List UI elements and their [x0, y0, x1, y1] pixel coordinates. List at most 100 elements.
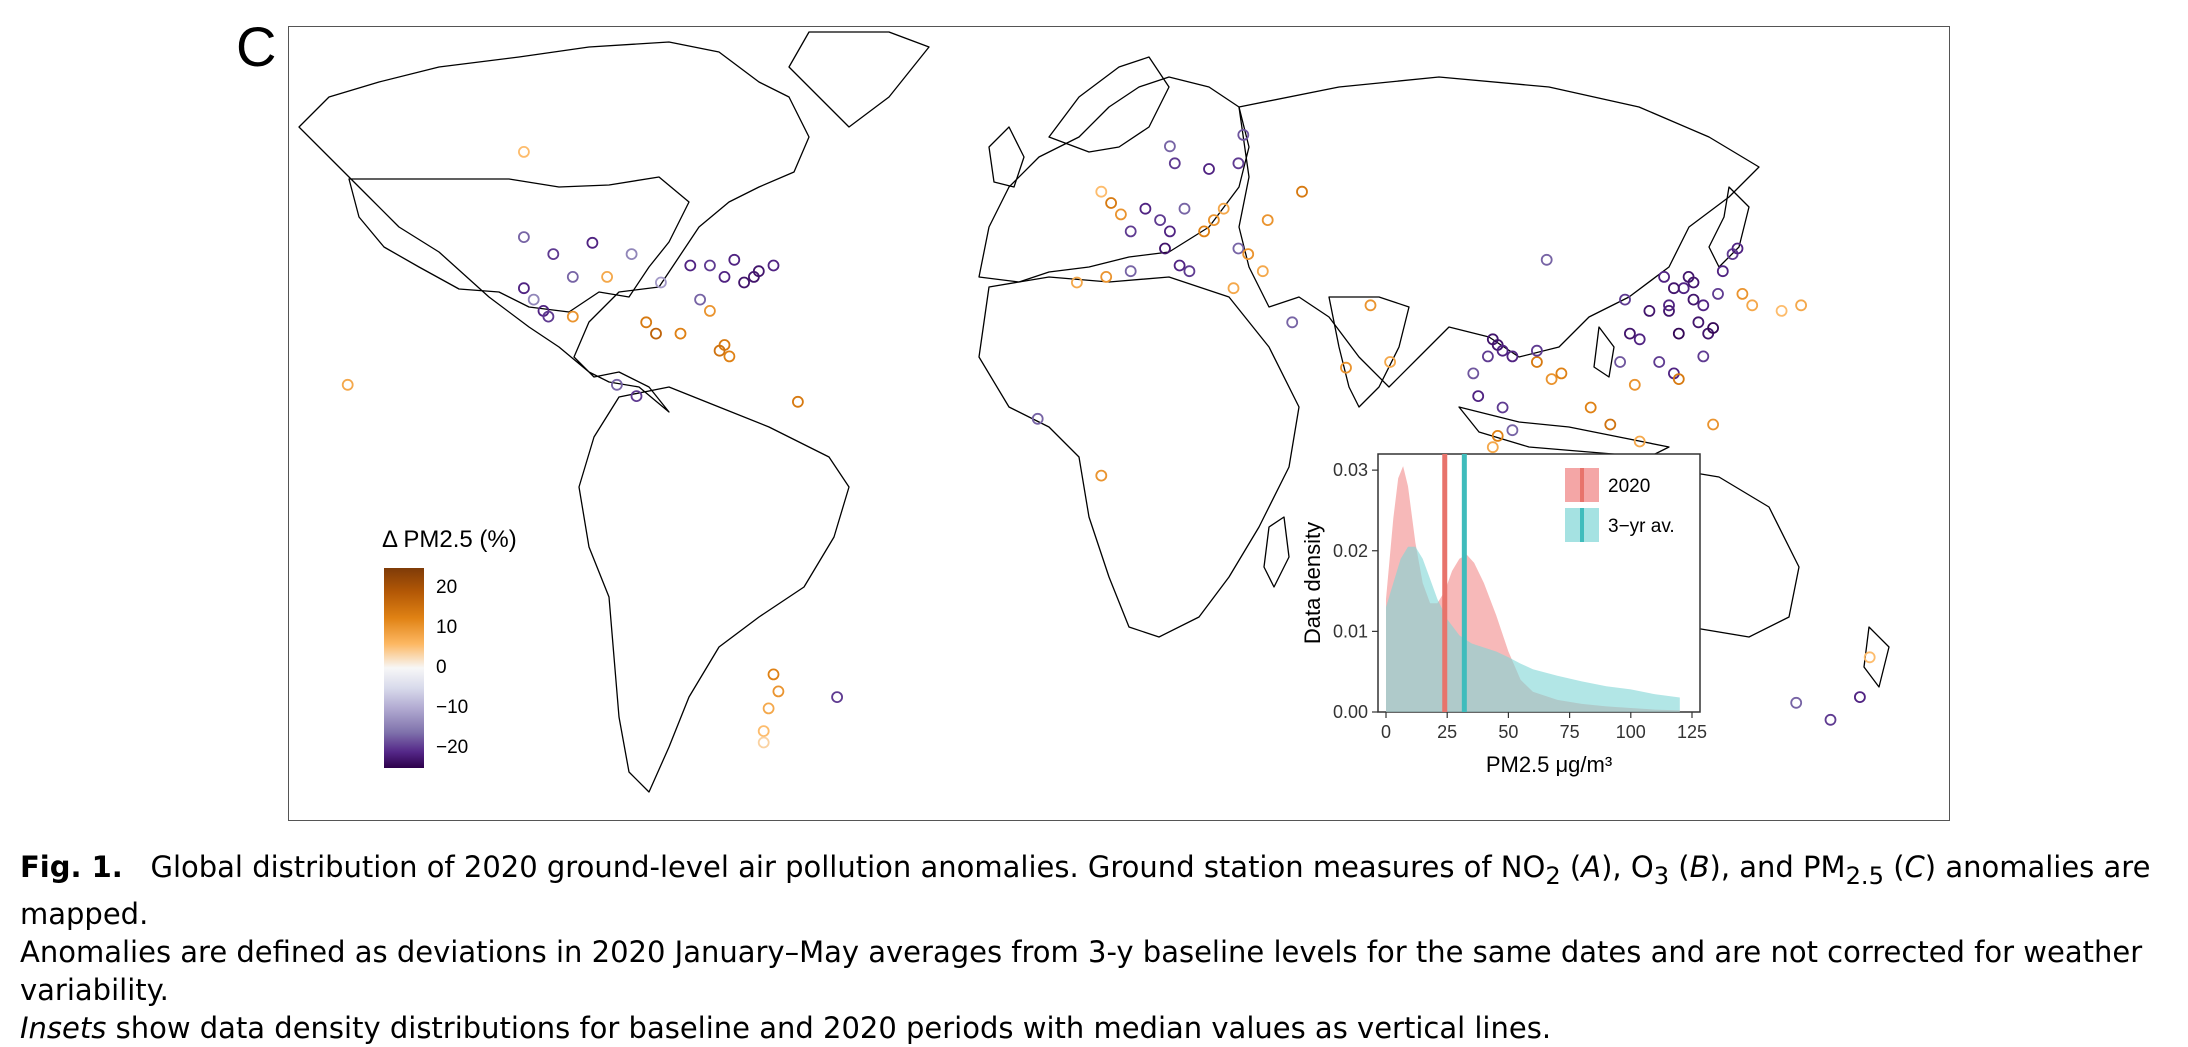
density-inset: 0 25 50 75 100 125 0.00 0.01 0.02 0.03 PM2.5 μg/m³… [1290, 450, 1710, 790]
legend-tick-mark [424, 628, 432, 630]
caption-insets-word: Insets [20, 1010, 107, 1045]
panel-letter: C [236, 15, 277, 78]
station-marker [1482, 350, 1494, 363]
caption-panel-ref: A [1581, 850, 1602, 884]
station-marker [1232, 157, 1245, 170]
station-marker [703, 259, 716, 272]
legend-tick-mark [424, 588, 432, 590]
station-marker [1467, 367, 1480, 380]
station-marker [757, 725, 770, 737]
station-marker [1633, 333, 1646, 346]
station-marker [1584, 401, 1597, 414]
greenland-outline [788, 31, 930, 128]
legend-title: Δ PM2.5 (%) [382, 526, 517, 553]
x-tick-label: 0 [1381, 722, 1391, 742]
station-marker [1183, 265, 1196, 278]
station-marker [1242, 248, 1255, 261]
station-marker [586, 236, 599, 249]
station-marker [1731, 242, 1744, 255]
station-marker [1237, 129, 1250, 141]
station-marker [1486, 333, 1499, 346]
legend-color-bar [384, 568, 424, 768]
station-marker [752, 265, 765, 278]
caption-text: ( [1669, 850, 1690, 884]
station-marker [1154, 214, 1166, 227]
station-marker [1164, 140, 1176, 153]
japan-outline [1708, 186, 1750, 268]
station-marker [1628, 378, 1641, 391]
caption-text: ), O [1601, 850, 1654, 884]
station-marker [1795, 299, 1807, 312]
station-marker [625, 248, 638, 261]
station-marker [791, 395, 804, 408]
station-marker [1296, 185, 1308, 198]
station-marker [772, 685, 785, 698]
station-marker [1071, 276, 1083, 289]
station-marker [1217, 202, 1230, 215]
station-marker [1491, 429, 1504, 442]
station-marker [1164, 225, 1176, 238]
station-marker [1540, 253, 1553, 266]
y-tick-label: 0.01 [1333, 621, 1368, 641]
station-marker [517, 231, 530, 244]
station-marker [566, 270, 579, 283]
station-marker [767, 259, 780, 272]
station-marker [728, 253, 741, 266]
station-marker [1692, 316, 1705, 329]
caption-panel-ref: B [1689, 850, 1710, 884]
station-marker [1824, 713, 1837, 726]
station-marker [1746, 299, 1759, 312]
station-marker [1203, 163, 1215, 175]
station-marker [738, 276, 751, 289]
station-marker [831, 691, 843, 703]
station-marker [1286, 316, 1299, 329]
legend-tick-label: −20 [436, 737, 469, 758]
caption-text: ), and PM [1709, 850, 1846, 884]
station-marker [640, 316, 653, 329]
x-tick-label: 75 [1560, 722, 1580, 742]
caption-line-2: Anomalies are defined as deviations in 2… [20, 934, 2143, 1007]
subscript: 2.5 [1845, 861, 1884, 890]
station-marker [1031, 412, 1044, 425]
station-marker [1198, 225, 1210, 238]
station-marker [1668, 282, 1680, 295]
land-outlines [298, 31, 1890, 793]
station-marker [1208, 214, 1220, 227]
legend-tick-label: −10 [436, 697, 469, 718]
station-marker [1624, 327, 1636, 340]
station-marker [1643, 304, 1656, 317]
station-marker [1256, 265, 1269, 278]
station-marker [650, 327, 662, 340]
station-marker [542, 310, 555, 323]
station-marker [1863, 651, 1876, 664]
station-marker [341, 378, 354, 391]
india-outline [1328, 296, 1410, 408]
legend-tick-label: 0 [436, 657, 447, 678]
station-marker [1854, 691, 1866, 703]
legend-tick-mark [424, 708, 432, 710]
station-marker [1496, 344, 1509, 357]
station-marker [1178, 202, 1191, 215]
station-marker [1232, 242, 1245, 255]
caption-text: show data density distributions for base… [106, 1010, 1552, 1045]
station-marker [1531, 356, 1543, 368]
station-marker [1712, 287, 1724, 300]
indonesia-outline [1458, 406, 1670, 458]
legend-tick-mark [424, 748, 432, 750]
station-marker [1633, 435, 1646, 448]
station-marker [718, 270, 731, 283]
station-marker [1115, 208, 1127, 221]
station-marker [723, 350, 736, 363]
station-marker [1697, 350, 1710, 363]
station-marker [1697, 299, 1710, 312]
station-marker [1506, 350, 1519, 363]
station-marker [527, 293, 540, 306]
y-axis-label: Data density [1300, 522, 1325, 644]
caption-line-1: Fig. 1. Global distribution of 2020 grou… [20, 848, 2180, 933]
station-marker [1653, 356, 1666, 368]
station-marker [601, 270, 614, 283]
station-marker [517, 146, 530, 158]
station-marker [1124, 225, 1137, 238]
station-marker [1775, 304, 1788, 317]
subscript: 3 [1653, 861, 1670, 890]
